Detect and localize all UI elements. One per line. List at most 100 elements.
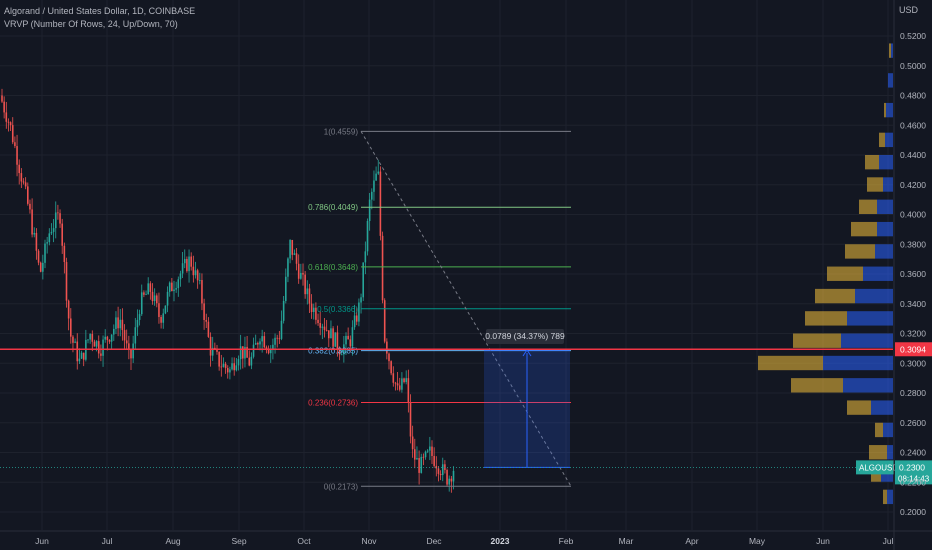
price-tick-label: 0.4000 <box>900 210 926 220</box>
candle-body <box>164 305 167 314</box>
vp-up-bar <box>871 400 893 415</box>
candle-body <box>194 270 197 276</box>
fib-trend-line[interactable] <box>360 131 572 487</box>
price-tick-label: 0.2800 <box>900 388 926 398</box>
time-tick-label: Jun <box>816 536 830 546</box>
vp-down-bar <box>884 102 886 118</box>
candle-body <box>446 469 448 485</box>
candle-body <box>375 173 377 181</box>
vp-up-bar <box>883 422 893 438</box>
vp-down-bar <box>869 445 887 460</box>
candle-body <box>80 352 83 359</box>
vp-up-bar <box>879 155 893 170</box>
vp-down-bar <box>791 378 843 393</box>
vp-down-bar <box>847 400 871 415</box>
price-range-measure[interactable]: 0.0789 (34.37%) 789 <box>484 329 570 468</box>
price-tick-label: 0.4600 <box>900 120 926 130</box>
candle-body <box>416 458 418 460</box>
candle-body <box>149 283 152 292</box>
candle-body <box>429 446 431 451</box>
candle-body <box>403 378 405 383</box>
vp-down-bar <box>867 177 883 192</box>
candle-body <box>151 291 154 302</box>
candle-body <box>328 330 330 339</box>
vp-up-bar <box>877 221 893 237</box>
candle-body <box>411 436 414 450</box>
candle-body <box>97 341 100 354</box>
candle-body <box>295 253 298 264</box>
candle-body <box>46 242 48 244</box>
candle-body <box>201 280 203 304</box>
candle-body <box>291 239 294 255</box>
candle-body <box>269 348 272 354</box>
chart-grid <box>0 0 893 530</box>
candle-body <box>52 228 55 232</box>
hline-price-label: 0.3094 <box>900 344 926 354</box>
candle-body <box>119 319 122 329</box>
fib-level-label: 0.5(0.3366) <box>317 305 358 314</box>
candle-body <box>338 349 341 355</box>
candle-body <box>360 297 362 303</box>
time-tick-label: Feb <box>559 536 574 546</box>
vp-down-bar <box>845 244 875 259</box>
candle-body <box>162 313 165 323</box>
candle-body <box>74 341 76 343</box>
candle-body <box>358 302 360 322</box>
candle-body <box>355 315 358 322</box>
candle-body <box>388 353 390 362</box>
candle-body <box>115 317 117 329</box>
symbol-title[interactable]: Algorand / United States Dollar, 1D, COI… <box>4 6 196 16</box>
candle-body <box>289 239 291 259</box>
time-tick-label: Dec <box>426 536 442 546</box>
vp-up-bar <box>888 73 893 88</box>
price-tick-label: 0.4400 <box>900 150 926 160</box>
candle-body <box>222 363 225 367</box>
price-axis[interactable]: USD 0.5200 0.5000 0.4800 0.4600 0.4400 0.4200… <box>893 0 926 550</box>
candle-body <box>334 332 337 347</box>
candle-body <box>7 121 10 123</box>
horizontal-line[interactable]: 0.3094 ALGOUSD 0.2300 08:14:43 <box>0 342 932 485</box>
candle-body <box>237 359 240 366</box>
candle-body <box>293 253 296 255</box>
candle-body <box>70 318 72 337</box>
fib-level-label: 0.786(0.4049) <box>308 203 358 212</box>
candle-body <box>76 341 79 362</box>
vp-up-bar <box>875 244 893 259</box>
candle-body <box>3 101 5 113</box>
candle-body <box>166 291 169 306</box>
candle-body <box>82 352 85 360</box>
price-tick-label: 0.5000 <box>900 61 926 71</box>
candle-body <box>11 125 14 143</box>
candle-body <box>287 258 289 277</box>
candle-body <box>136 319 139 328</box>
indicator-title[interactable]: VRVP (Number Of Rows, 24, Up/Down, 70) <box>4 19 178 29</box>
candle-body <box>433 455 435 466</box>
candle-body <box>65 262 68 301</box>
candle-body <box>1 95 3 102</box>
candle-body <box>390 361 392 374</box>
candle-body <box>190 256 192 267</box>
candle-body <box>57 212 59 214</box>
candle-body <box>168 282 171 292</box>
candle-body <box>128 343 130 350</box>
time-tick-label: Sep <box>231 536 246 546</box>
candle-body <box>205 319 208 322</box>
candle-body <box>239 346 242 360</box>
candle-body <box>218 351 220 367</box>
candle-body <box>156 295 158 304</box>
candle-body <box>282 300 285 321</box>
candle-body <box>254 343 257 345</box>
candle-body <box>214 347 216 350</box>
fibonacci-retracement[interactable]: 1(0.4559) 0.786(0.4049) 0.618(0.3648) 0.5(0… <box>308 127 572 491</box>
candle-body <box>113 328 115 335</box>
vp-down-bar <box>879 132 885 148</box>
candle-body <box>250 356 253 366</box>
candle-body <box>441 464 444 476</box>
candle-body <box>220 366 223 368</box>
price-tick-label: 0.4800 <box>900 91 926 101</box>
vp-down-bar <box>871 467 881 482</box>
time-axis[interactable]: Jun Jul Aug Sep Oct Nov Dec 2023 Feb Mar Apr May Jun… <box>0 530 932 546</box>
volume-profile <box>758 43 893 505</box>
candle-body <box>16 146 18 165</box>
